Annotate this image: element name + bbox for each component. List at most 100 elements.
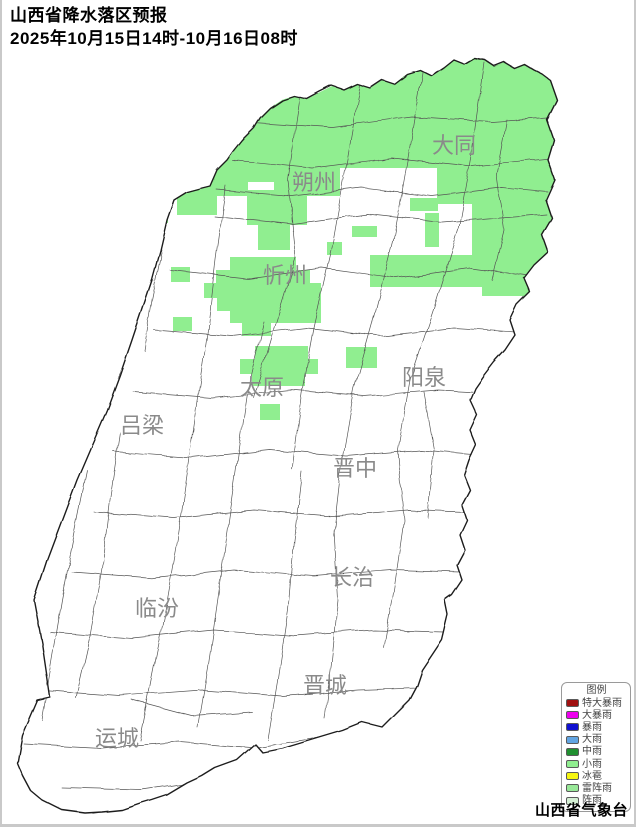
legend-swatch — [566, 699, 579, 708]
legend-label: 小雨 — [582, 758, 602, 770]
county-boundary-line — [231, 157, 551, 169]
legend-swatch — [566, 711, 579, 720]
county-boundary-line — [251, 116, 548, 128]
legend-swatch — [566, 784, 579, 793]
page-title: 山西省降水落区预报 2025年10月15日14时-10月16日08时 — [10, 4, 298, 50]
rain-cell — [152, 207, 168, 223]
rain-cell — [230, 310, 321, 323]
county-boundary-line — [143, 249, 163, 351]
legend-item-1: 特大暴雨 — [566, 697, 627, 709]
legend-label: 雷阵雨 — [582, 782, 612, 794]
legend-item-7: 冰雹 — [566, 770, 627, 782]
legend-item-4: 大雨 — [566, 734, 627, 746]
rain-cell — [352, 226, 377, 237]
rain-cell — [252, 373, 305, 386]
county-boundary-line — [383, 61, 485, 649]
legend-label: 大雨 — [582, 734, 602, 746]
legend-item-3: 暴雨 — [566, 721, 627, 733]
county-boundary-line — [253, 97, 301, 399]
rain-cell — [240, 359, 318, 374]
rain-cell — [242, 322, 271, 336]
legend-item-5: 中雨 — [566, 746, 627, 758]
rain-cell — [171, 267, 190, 282]
rain-cell — [247, 190, 307, 225]
county-boundary-line — [139, 185, 227, 741]
legend-label: 中雨 — [582, 746, 602, 758]
city-label-xinzhou: 忻州 — [263, 263, 307, 288]
city-label-yuncheng: 运城 — [95, 726, 139, 751]
legend-swatch — [566, 735, 579, 744]
rain-cell — [258, 224, 290, 250]
county-boundary-line — [153, 327, 517, 337]
rain-cell — [204, 283, 321, 298]
province-area — [17, 58, 557, 813]
county-boundary-line — [291, 85, 361, 471]
rain-cell — [217, 297, 321, 311]
title-line-1: 山西省降水落区预报 — [10, 6, 168, 25]
legend-swatch — [566, 747, 579, 756]
city-label-datong: 大同 — [432, 133, 476, 158]
rain-cell — [425, 213, 439, 247]
city-label-jincheng: 晋城 — [303, 673, 347, 698]
legend-item-8: 雷阵雨 — [566, 782, 627, 794]
county-boundary-line — [93, 509, 467, 519]
rain-cell — [410, 198, 438, 211]
county-boundary-line — [323, 71, 423, 719]
province-outline — [16, 57, 558, 814]
rain-cell — [282, 66, 557, 168]
legend-label: 特大暴雨 — [582, 697, 622, 709]
legend-swatch — [566, 723, 579, 732]
rain-cell — [274, 156, 340, 196]
legend: 图例 特大暴雨 大暴雨 暴雨 大雨 中雨 小雨 冰雹 雷阵雨 阵雨 — [561, 682, 631, 812]
county-boundary-line — [71, 569, 461, 579]
county-boundary-line — [133, 389, 479, 399]
county-boundary-line — [197, 321, 265, 729]
rain-cell — [327, 242, 342, 255]
rain-cell — [346, 347, 377, 368]
legend-rows: 特大暴雨 大暴雨 暴雨 大雨 中雨 小雨 冰雹 雷阵雨 阵雨 — [566, 697, 627, 807]
city-label-taiyuan: 太原 — [240, 375, 284, 400]
county-boundary-line — [131, 699, 253, 717]
rain-cell — [173, 317, 192, 331]
legend-label: 大暴雨 — [582, 709, 612, 721]
city-label-jinzhong: 晋中 — [333, 456, 377, 481]
city-label-lvliang: 吕梁 — [120, 413, 164, 438]
rain-cell — [216, 270, 310, 285]
rain-cell — [255, 346, 308, 360]
county-boundary-line — [75, 431, 121, 699]
legend-label: 冰雹 — [582, 770, 602, 782]
county-boundary-line — [49, 629, 445, 639]
county-boundary-line — [169, 267, 531, 279]
city-label-linfen: 临汾 — [135, 596, 179, 621]
city-label-yangquan: 阳泉 — [402, 365, 446, 390]
legend-label: 阵雨 — [582, 795, 602, 807]
city-label-shuozhou: 朔州 — [292, 170, 336, 195]
county-boundary-line — [491, 119, 508, 281]
city-label-changzhi: 长治 — [330, 565, 374, 590]
county-boundary-line — [423, 391, 435, 519]
county-boundary-line — [267, 471, 303, 741]
rain-cell — [370, 255, 482, 287]
legend-item-2: 大暴雨 — [566, 709, 627, 721]
title-line-2: 2025年10月15日14时-10月16日08时 — [10, 29, 298, 48]
rain-cell — [472, 203, 557, 259]
legend-swatch — [566, 796, 579, 805]
county-boundary-line — [35, 687, 419, 697]
rain-cell — [230, 257, 296, 271]
county-boundary-line — [113, 449, 473, 459]
county-boundary-line — [216, 187, 549, 197]
county-boundaries — [23, 61, 551, 791]
county-boundary-line — [213, 213, 547, 225]
rain-cell — [177, 183, 217, 215]
legend-swatch — [566, 760, 579, 769]
county-boundary-line — [23, 735, 333, 749]
legend-label: 暴雨 — [582, 721, 602, 733]
agency-credit: 山西省气象台 — [534, 802, 628, 819]
legend-item-6: 小雨 — [566, 758, 627, 770]
county-boundary-line — [41, 469, 88, 721]
legend-title: 图例 — [586, 685, 607, 696]
rain-cell — [260, 404, 280, 420]
